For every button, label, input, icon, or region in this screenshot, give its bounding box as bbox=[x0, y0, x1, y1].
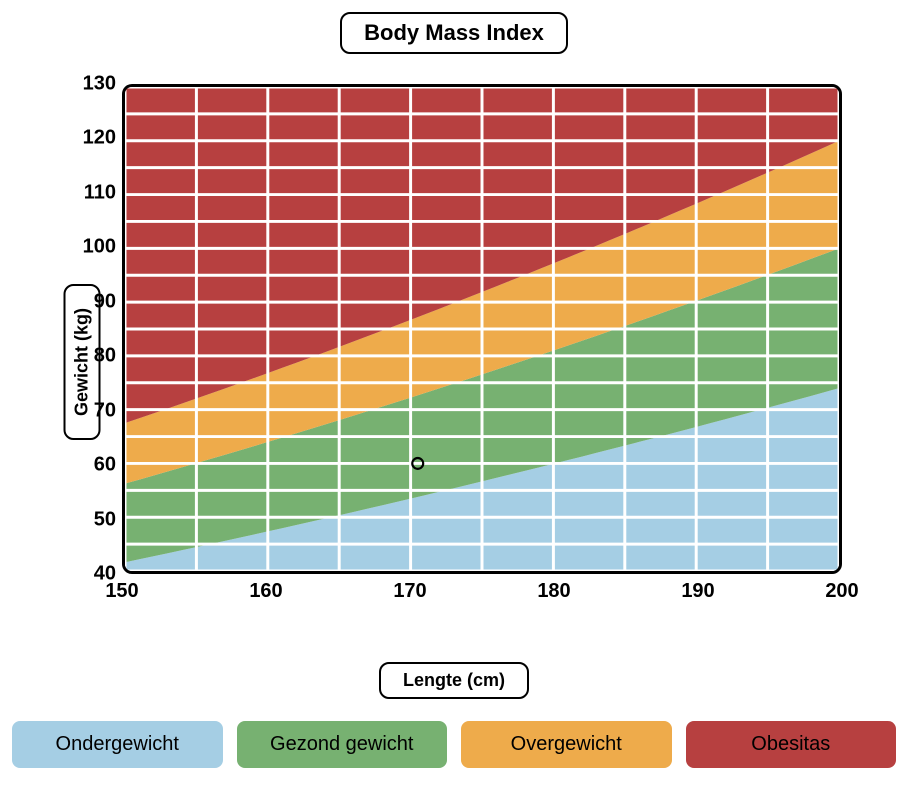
y-tick: 90 bbox=[70, 290, 116, 313]
legend-item-ondergewicht: Ondergewicht bbox=[12, 721, 223, 768]
plot-area bbox=[122, 84, 842, 574]
y-tick: 120 bbox=[70, 127, 116, 150]
legend-item-gezond-gewicht: Gezond gewicht bbox=[237, 721, 448, 768]
y-tick: 110 bbox=[70, 181, 116, 204]
x-tick: 170 bbox=[393, 580, 426, 603]
legend: Ondergewicht Gezond gewicht Overgewicht Obe… bbox=[12, 721, 896, 768]
y-tick: 100 bbox=[70, 236, 116, 259]
x-axis-label: Lengte (cm) bbox=[379, 662, 529, 699]
y-tick: 70 bbox=[70, 399, 116, 422]
bmi-chart: Gewicht (kg) 405060708090100110120130 15… bbox=[12, 72, 896, 652]
y-tick: 50 bbox=[70, 508, 116, 531]
x-tick: 160 bbox=[249, 580, 282, 603]
y-tick: 130 bbox=[70, 73, 116, 96]
legend-item-overgewicht: Overgewicht bbox=[461, 721, 672, 768]
x-tick: 150 bbox=[105, 580, 138, 603]
x-tick: 180 bbox=[537, 580, 570, 603]
x-tick: 200 bbox=[825, 580, 858, 603]
legend-item-obesitas: Obesitas bbox=[686, 721, 897, 768]
y-tick: 80 bbox=[70, 345, 116, 368]
chart-title: Body Mass Index bbox=[340, 12, 568, 54]
x-tick: 190 bbox=[681, 580, 714, 603]
y-tick: 60 bbox=[70, 454, 116, 477]
